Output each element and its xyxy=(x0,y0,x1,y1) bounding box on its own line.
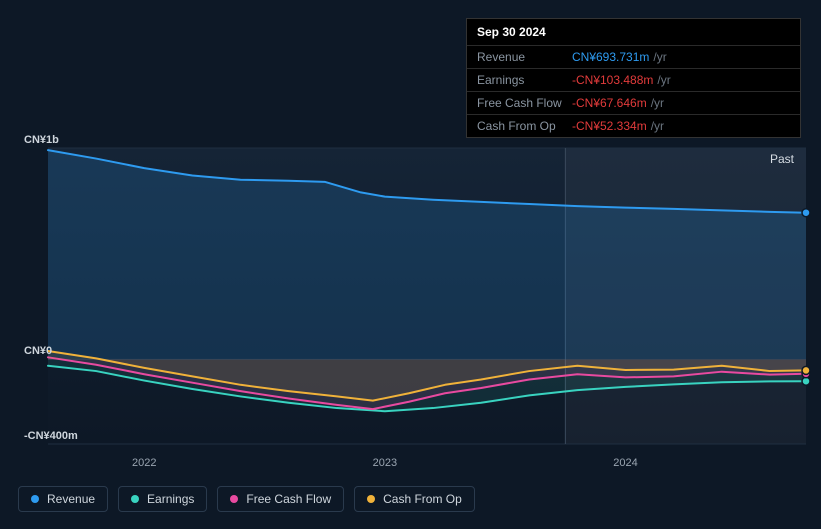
past-label: Past xyxy=(770,152,794,166)
legend-item-cfo[interactable]: Cash From Op xyxy=(354,486,475,512)
tooltip-row-label: Cash From Op xyxy=(477,119,572,133)
x-tick-label: 2023 xyxy=(373,457,397,469)
tooltip-row-value: -CN¥67.646m xyxy=(572,96,647,110)
legend-item-label: Revenue xyxy=(47,492,95,506)
legend-dot-icon xyxy=(230,495,238,503)
tooltip-row-label: Free Cash Flow xyxy=(477,96,572,110)
tooltip-row-unit: /yr xyxy=(657,73,670,87)
y-tick-label: CN¥1b xyxy=(24,134,59,146)
legend-dot-icon xyxy=(367,495,375,503)
legend-item-label: Free Cash Flow xyxy=(246,492,331,506)
legend-item-fcf[interactable]: Free Cash Flow xyxy=(217,486,344,512)
tooltip-row-value: -CN¥52.334m xyxy=(572,119,647,133)
legend-dot-icon xyxy=(131,495,139,503)
tooltip-row-label: Revenue xyxy=(477,50,572,64)
series-end-marker-cfo xyxy=(802,366,810,374)
legend-item-label: Cash From Op xyxy=(383,492,462,506)
x-tick-label: 2022 xyxy=(132,457,156,469)
series-end-marker-revenue xyxy=(802,209,810,217)
legend-item-label: Earnings xyxy=(147,492,194,506)
x-tick-label: 2024 xyxy=(613,457,637,469)
tooltip-row-value: -CN¥103.488m xyxy=(572,73,653,87)
chart-legend: Revenue Earnings Free Cash Flow Cash From O… xyxy=(18,486,475,512)
financials-chart: -CN¥400m CN¥0 CN¥1b 2022 2023 2024 Past Sep … xyxy=(0,0,821,524)
y-tick-label: -CN¥400m xyxy=(24,430,78,442)
tooltip-row-value: CN¥693.731m xyxy=(572,50,649,64)
legend-dot-icon xyxy=(31,495,39,503)
tooltip-row: RevenueCN¥693.731m/yr xyxy=(467,46,800,69)
tooltip-row: Earnings-CN¥103.488m/yr xyxy=(467,69,800,92)
y-tick-label: CN¥0 xyxy=(24,345,52,357)
chart-tooltip: Sep 30 2024 RevenueCN¥693.731m/yrEarning… xyxy=(466,18,801,138)
legend-item-earnings[interactable]: Earnings xyxy=(118,486,207,512)
tooltip-row: Free Cash Flow-CN¥67.646m/yr xyxy=(467,92,800,115)
legend-item-revenue[interactable]: Revenue xyxy=(18,486,108,512)
tooltip-date: Sep 30 2024 xyxy=(467,19,800,46)
tooltip-row: Cash From Op-CN¥52.334m/yr xyxy=(467,115,800,137)
tooltip-row-unit: /yr xyxy=(651,96,664,110)
tooltip-row-label: Earnings xyxy=(477,73,572,87)
tooltip-row-unit: /yr xyxy=(653,50,666,64)
tooltip-row-unit: /yr xyxy=(651,119,664,133)
